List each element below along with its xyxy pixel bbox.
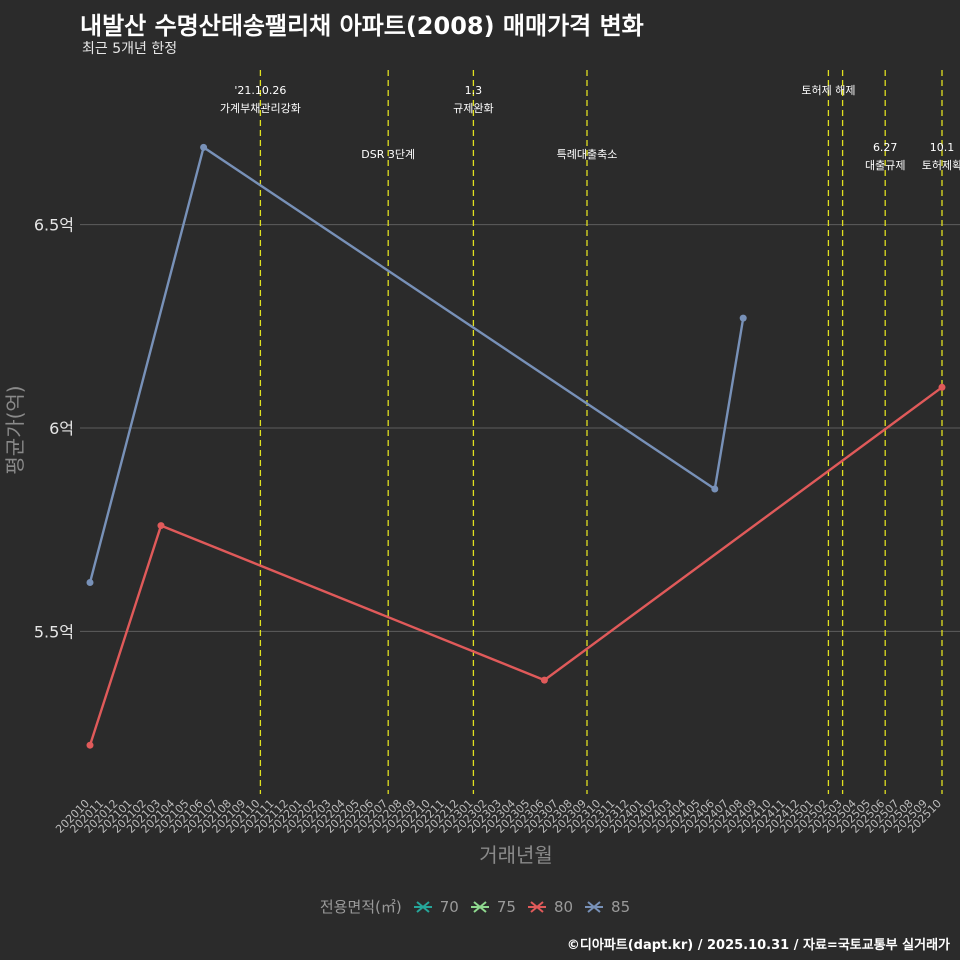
y-tick-label: 6.5억: [34, 216, 74, 235]
event-label: 대출규제: [865, 159, 905, 172]
event-label: 토허제확: [922, 159, 960, 172]
legend-key-75: [470, 900, 489, 913]
legend-key-70: [413, 900, 432, 913]
legend-item-75: 75: [469, 898, 516, 916]
x-axis-title: 거래년월: [479, 843, 553, 867]
legend-label-70: 70: [439, 897, 459, 916]
y-tick-label: 5.5억: [34, 622, 74, 641]
legend-title: 전용면적(㎡): [319, 898, 402, 916]
y-tick-label: 6억: [49, 419, 74, 438]
event-label: 규제완화: [453, 102, 493, 115]
legend: 전용면적(㎡) 70 75 80 85: [0, 896, 960, 917]
chart-title: 내발산 수명산태송팰리채 아파트(2008) 매매가격 변화: [80, 12, 644, 40]
event-label: 가계부채관리강화: [220, 102, 301, 115]
legend-item-80: 80: [526, 898, 573, 916]
data-point-80: [938, 383, 946, 391]
legend-key-80: [527, 900, 546, 913]
legend-key-85: [585, 900, 604, 913]
y-axis-title: 평균가(억): [3, 385, 27, 474]
data-point-80: [157, 522, 165, 530]
chart-subtitle: 최근 5개년 한정: [82, 41, 178, 57]
legend-label-75: 75: [496, 897, 516, 916]
data-point-80: [86, 741, 94, 749]
event-label: '21.10.26: [234, 84, 286, 97]
data-point-85: [739, 314, 747, 322]
event-label: DSR 3단계: [361, 148, 415, 161]
data-point-85: [86, 579, 94, 587]
legend-label-80: 80: [553, 897, 574, 916]
series-line-85: [88, 145, 745, 583]
data-point-80: [540, 676, 548, 684]
data-point-85: [711, 485, 719, 493]
series-layer: [86, 143, 946, 749]
event-label: 토허제 해제: [801, 83, 855, 97]
axis-layer: 5.5억6억6.5억202010202011202012202101202102…: [3, 216, 944, 867]
data-point-85: [200, 143, 208, 151]
legend-label-85: 85: [611, 897, 631, 916]
event-label: 1.3: [465, 84, 483, 97]
series-line-80: [88, 386, 943, 746]
event-label: 6.27: [873, 141, 898, 154]
event-label: 특례대출축소: [557, 148, 618, 161]
source-caption: ©디아파트(dapt.kr) / 2025.10.31 / 자료=국토교통부 실…: [566, 938, 950, 953]
legend-item-70: 70: [412, 898, 459, 916]
grid-layer: [80, 224, 960, 632]
event-label: 10.1: [930, 141, 955, 154]
legend-item-85: 85: [583, 898, 630, 916]
